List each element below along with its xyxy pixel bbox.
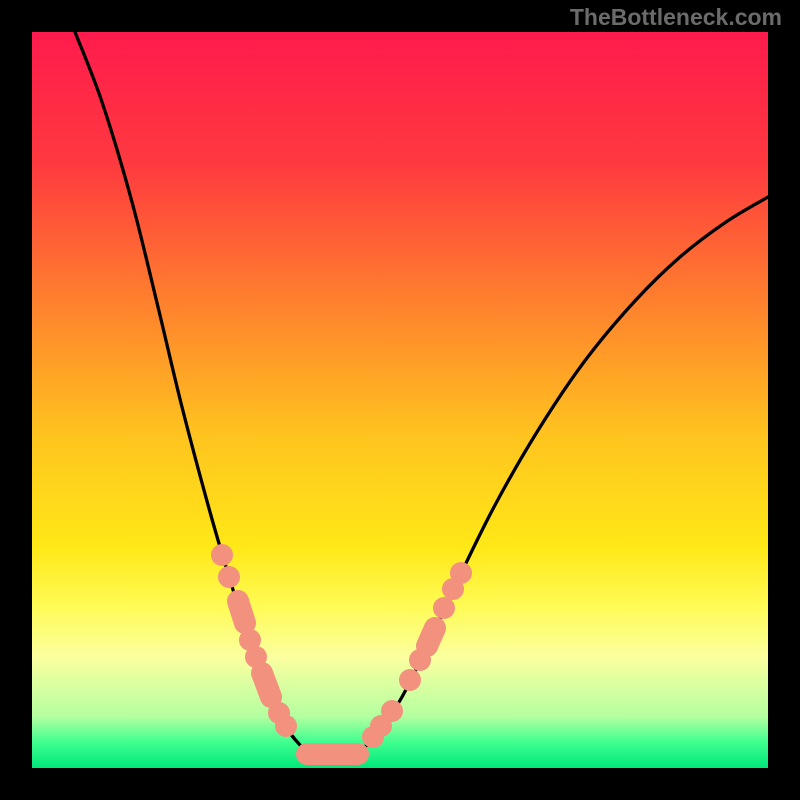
data-marker bbox=[433, 597, 455, 619]
bottleneck-chart bbox=[32, 32, 768, 768]
data-marker bbox=[211, 544, 233, 566]
data-marker bbox=[218, 566, 240, 588]
chart-background bbox=[32, 32, 768, 768]
data-marker-pill bbox=[262, 673, 271, 697]
watermark-text: TheBottleneck.com bbox=[570, 4, 782, 31]
data-marker-pill bbox=[238, 601, 245, 623]
chart-svg bbox=[32, 32, 768, 768]
data-marker bbox=[399, 669, 421, 691]
data-marker bbox=[381, 700, 403, 722]
data-marker bbox=[450, 562, 472, 584]
data-marker bbox=[275, 715, 297, 737]
data-marker-pill bbox=[427, 628, 435, 646]
